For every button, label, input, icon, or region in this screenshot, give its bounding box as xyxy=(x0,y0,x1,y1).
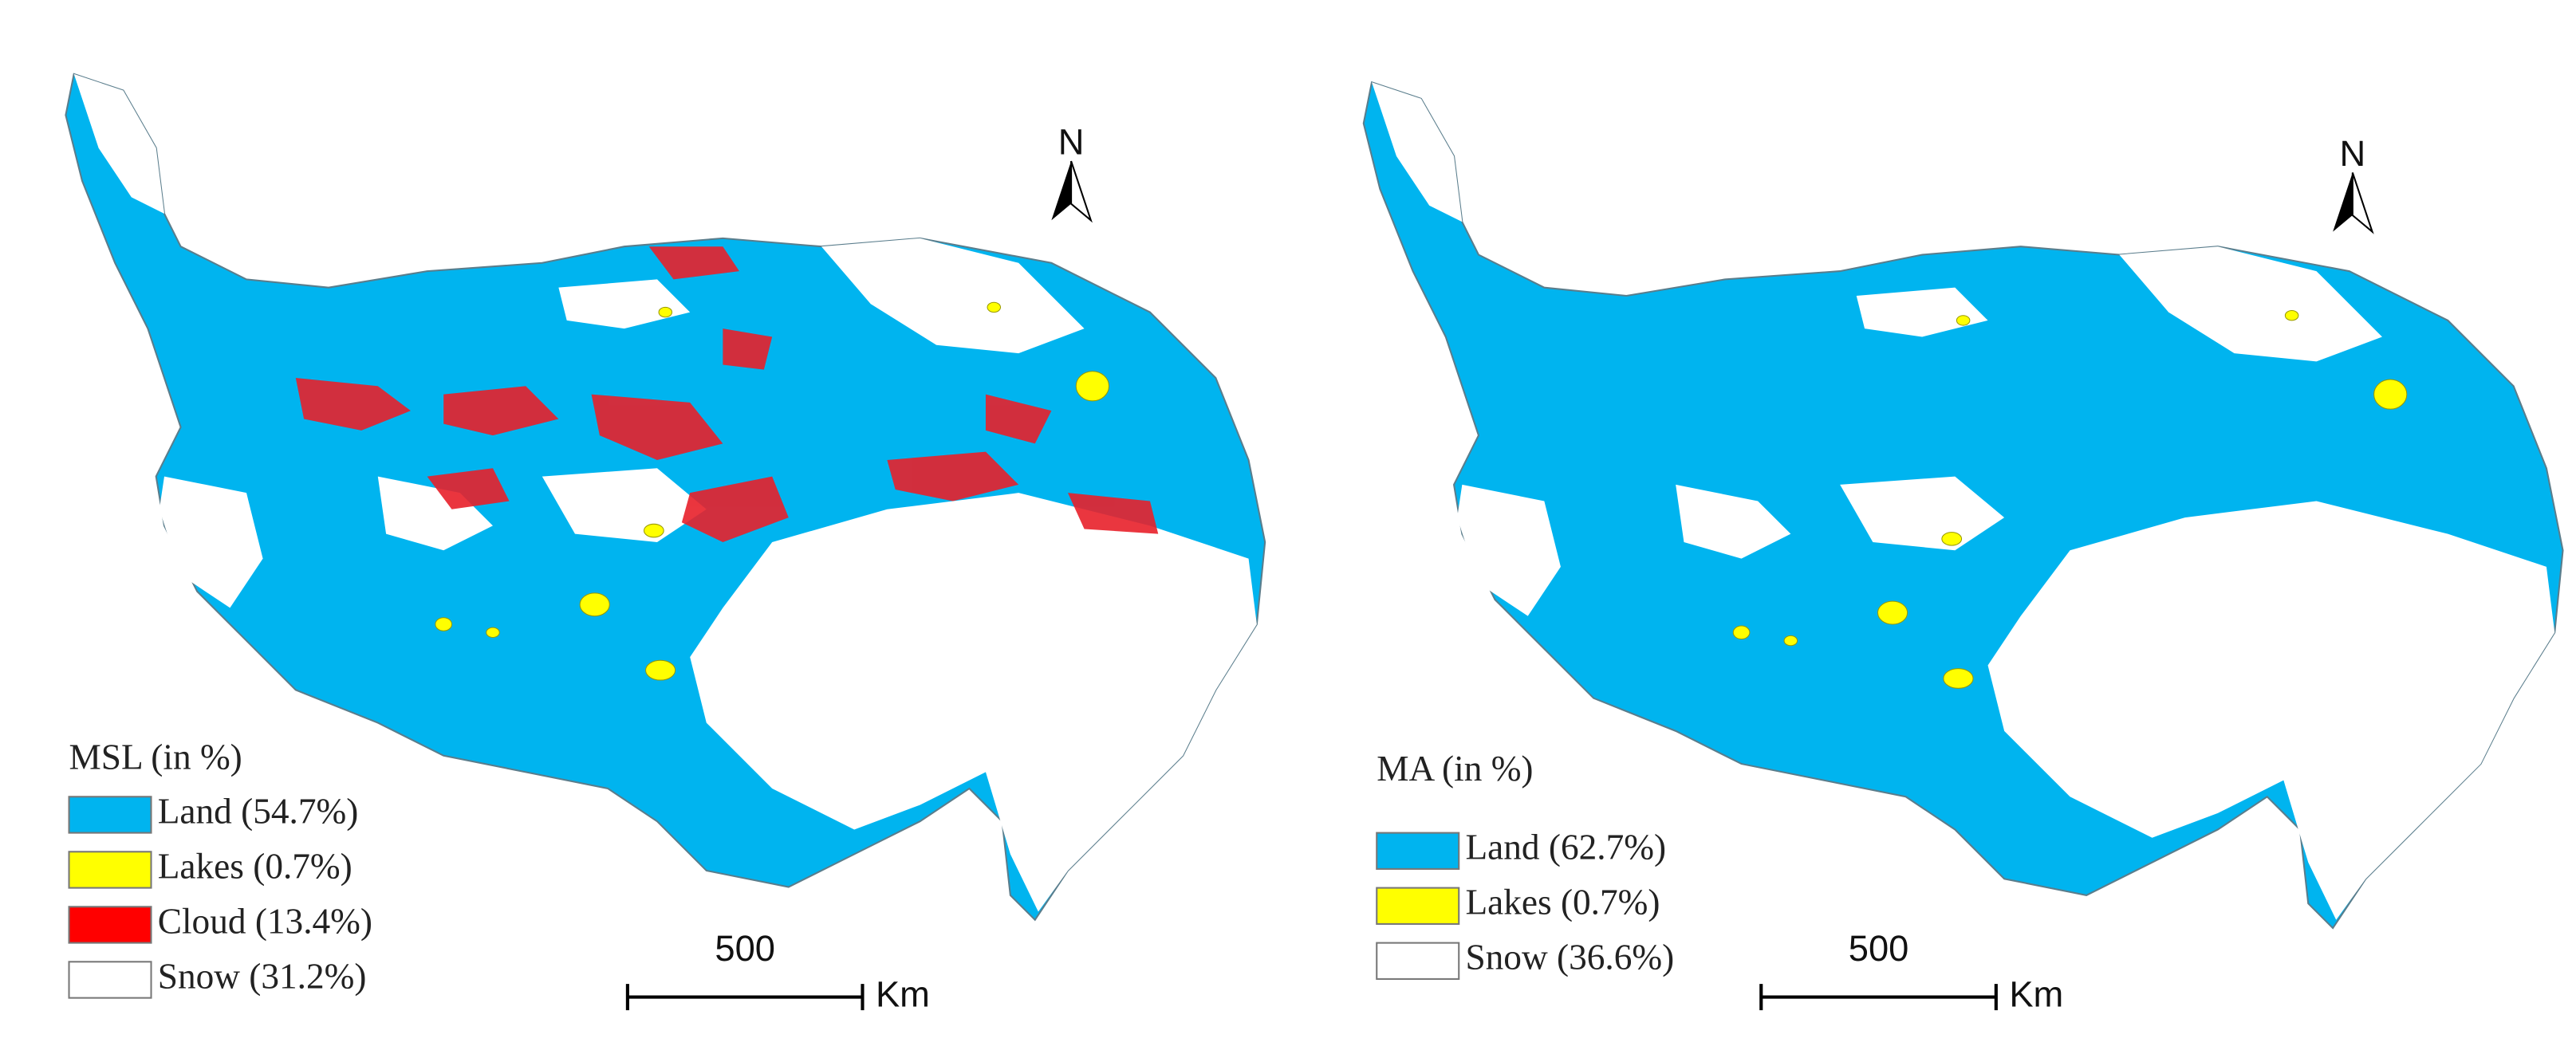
legend-label: Land (62.7%) xyxy=(1465,828,1666,867)
legend-swatch xyxy=(1376,887,1460,925)
legend-swatch xyxy=(68,906,152,944)
north-arrow xyxy=(1051,161,1072,221)
legend-swatch xyxy=(68,851,152,889)
legend-swatch xyxy=(1376,942,1460,980)
map-panel xyxy=(1362,81,2564,930)
legend-label: Land (54.7%) xyxy=(158,791,359,831)
legend-title: MSL (in %) xyxy=(69,737,242,777)
map xyxy=(1362,81,2564,930)
scale-distance: 500 xyxy=(715,928,775,969)
legend-title: MA (in %) xyxy=(1377,749,1533,789)
legend-swatch xyxy=(68,961,152,999)
north-arrow xyxy=(2351,172,2374,234)
north-label: N xyxy=(1058,121,1085,162)
north-arrow xyxy=(2333,172,2353,232)
north-label: N xyxy=(2339,133,2365,174)
scale-distance: 500 xyxy=(1849,928,1909,969)
legend-label: Snow (36.6%) xyxy=(1465,938,1674,977)
legend-swatch xyxy=(68,796,152,834)
legend-label: Lakes (0.7%) xyxy=(1465,883,1660,922)
legend-swatch xyxy=(1376,832,1460,870)
map-panel xyxy=(65,73,1266,921)
legend-label: Snow (31.2%) xyxy=(158,956,367,996)
legend-label: Cloud (13.4%) xyxy=(158,901,372,941)
scale-unit: Km xyxy=(2009,974,2063,1015)
cloud-areas xyxy=(295,246,1159,542)
north-arrow xyxy=(1070,160,1093,223)
scale-unit: Km xyxy=(876,974,930,1015)
legend-label: Lakes (0.7%) xyxy=(158,846,353,886)
